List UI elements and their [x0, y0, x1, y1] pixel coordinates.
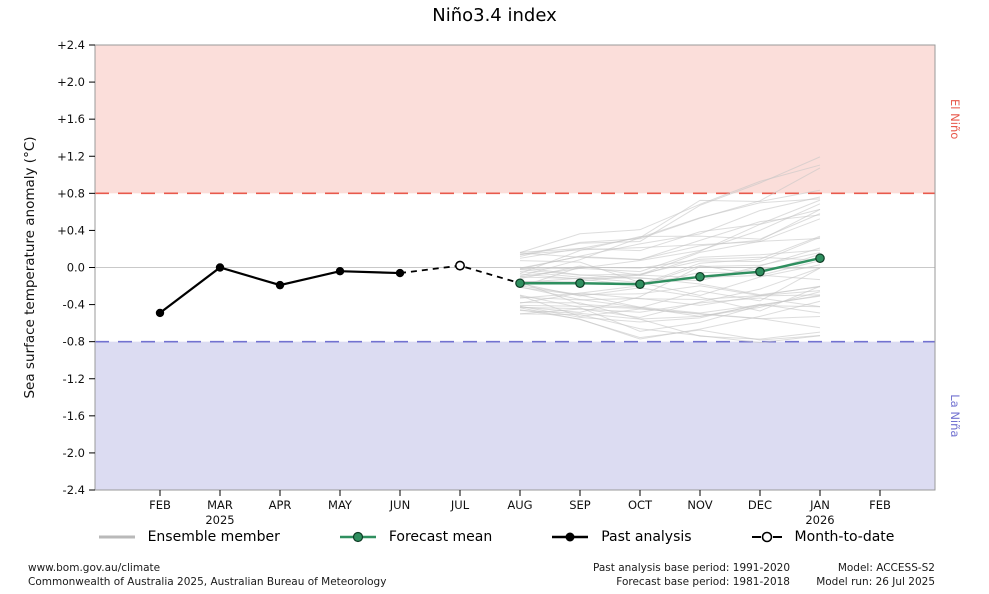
- year-label: 2026: [805, 513, 834, 527]
- footer-base-periods-block: Past analysis base period: 1991-2020 For…: [593, 562, 790, 589]
- forecast-mean-point: [575, 278, 585, 289]
- ensemble-lines: [519, 156, 821, 344]
- y-tick-label: 0.0: [67, 261, 85, 275]
- footer-model-block: Model: ACCESS-S2 Model run: 26 Jul 2025: [816, 562, 935, 589]
- x-tick-label: NOV: [687, 498, 712, 512]
- y-tick-label: +1.6: [57, 112, 85, 126]
- month-to-date-icon: [748, 529, 786, 545]
- x-tick-label: JAN: [809, 498, 830, 512]
- footer-model-name: Model: ACCESS-S2: [837, 562, 935, 574]
- la-nina-label: La Niña: [948, 394, 962, 437]
- forecast-mean-point: [755, 266, 765, 277]
- legend-item-month-to-date: Month-to-date: [748, 529, 895, 545]
- past-analysis-point: [215, 263, 225, 272]
- y-tick-label: +2.4: [57, 38, 85, 52]
- x-tick-label: FEB: [149, 498, 171, 512]
- footer-forecast-base-period: Forecast base period: 1981-2018: [616, 575, 790, 588]
- footer-model-run: Model run: 26 Jul 2025: [816, 575, 935, 588]
- x-tick-label: JUN: [389, 498, 410, 512]
- y-axis-label: Sea surface temperature anomaly (°C): [22, 136, 38, 398]
- x-tick-label: AUG: [507, 498, 532, 512]
- past-analysis-point: [155, 308, 165, 318]
- forecast-mean-line: [520, 257, 821, 286]
- past-analysis-icon: [548, 529, 592, 545]
- chart-legend: Ensemble member Forecast mean Past analy…: [0, 529, 989, 545]
- year-label: 2025: [205, 513, 234, 527]
- footer-past-base-period: Past analysis base period: 1991-2020: [593, 562, 790, 574]
- x-tick-label: DEC: [748, 498, 772, 512]
- x-tick-label: MAR: [207, 498, 233, 512]
- nino34-plot: +2.4 +2.0 +1.6 +1.2 +0.8 +0.4 0.0 -0.4 -0.8 -1.2 -…: [22, 38, 962, 527]
- footer-copyright: Commonwealth of Australia 2025, Australi…: [28, 575, 387, 588]
- el-nino-band: [95, 45, 935, 194]
- y-tick-label: -0.4: [63, 298, 85, 312]
- y-tick-label: -2.0: [63, 446, 85, 460]
- past-analysis-line: [159, 266, 401, 314]
- y-tick-label: -2.4: [63, 483, 85, 497]
- forecast-mean-point: [815, 253, 825, 264]
- x-tick-label: JUL: [450, 498, 470, 512]
- x-tick-label: FEB: [869, 498, 891, 512]
- forecast-mean-point: [695, 271, 705, 282]
- chart-title: Niño3.4 index: [432, 5, 557, 26]
- el-nino-label: El Niño: [948, 99, 962, 139]
- ensemble-line-icon: [95, 529, 139, 545]
- x-tick-label: OCT: [628, 498, 653, 512]
- legend-item-forecast-mean: Forecast mean: [336, 529, 492, 545]
- y-tick-label: +2.0: [57, 75, 85, 89]
- forecast-mean-point: [635, 279, 645, 289]
- x-tick-label: MAY: [328, 498, 353, 512]
- footer-url: www.bom.gov.au/climate: [28, 562, 161, 574]
- footer-source-block: www.bom.gov.au/climate Commonwealth of A…: [28, 562, 386, 589]
- forecast-mean-icon: [336, 529, 380, 545]
- month-to-date-point: [454, 260, 465, 271]
- y-tick-label: -1.2: [63, 372, 85, 386]
- legend-label-ensemble: Ensemble member: [147, 529, 280, 545]
- y-tick-label: +0.4: [57, 223, 85, 237]
- x-tick-label: SEP: [569, 498, 591, 512]
- legend-item-past-analysis: Past analysis: [548, 529, 692, 545]
- chart-footer: www.bom.gov.au/climate Commonwealth of A…: [0, 562, 989, 592]
- la-nina-band: [95, 341, 935, 490]
- y-tick-label: -1.6: [63, 409, 85, 423]
- forecast-mean-point: [515, 278, 525, 289]
- legend-label-past-analysis: Past analysis: [601, 529, 692, 545]
- legend-label-forecast-mean: Forecast mean: [388, 529, 493, 545]
- y-tick-label: +0.8: [57, 186, 85, 200]
- legend-label-month-to-date: Month-to-date: [794, 529, 895, 545]
- past-analysis-point: [335, 267, 345, 276]
- past-analysis-point: [275, 280, 285, 290]
- past-analysis-point: [395, 268, 405, 278]
- x-tick-label: APR: [269, 498, 292, 512]
- y-tick-label: -0.8: [63, 335, 85, 349]
- legend-item-ensemble: Ensemble member: [95, 529, 280, 545]
- y-tick-label: +1.2: [57, 149, 85, 163]
